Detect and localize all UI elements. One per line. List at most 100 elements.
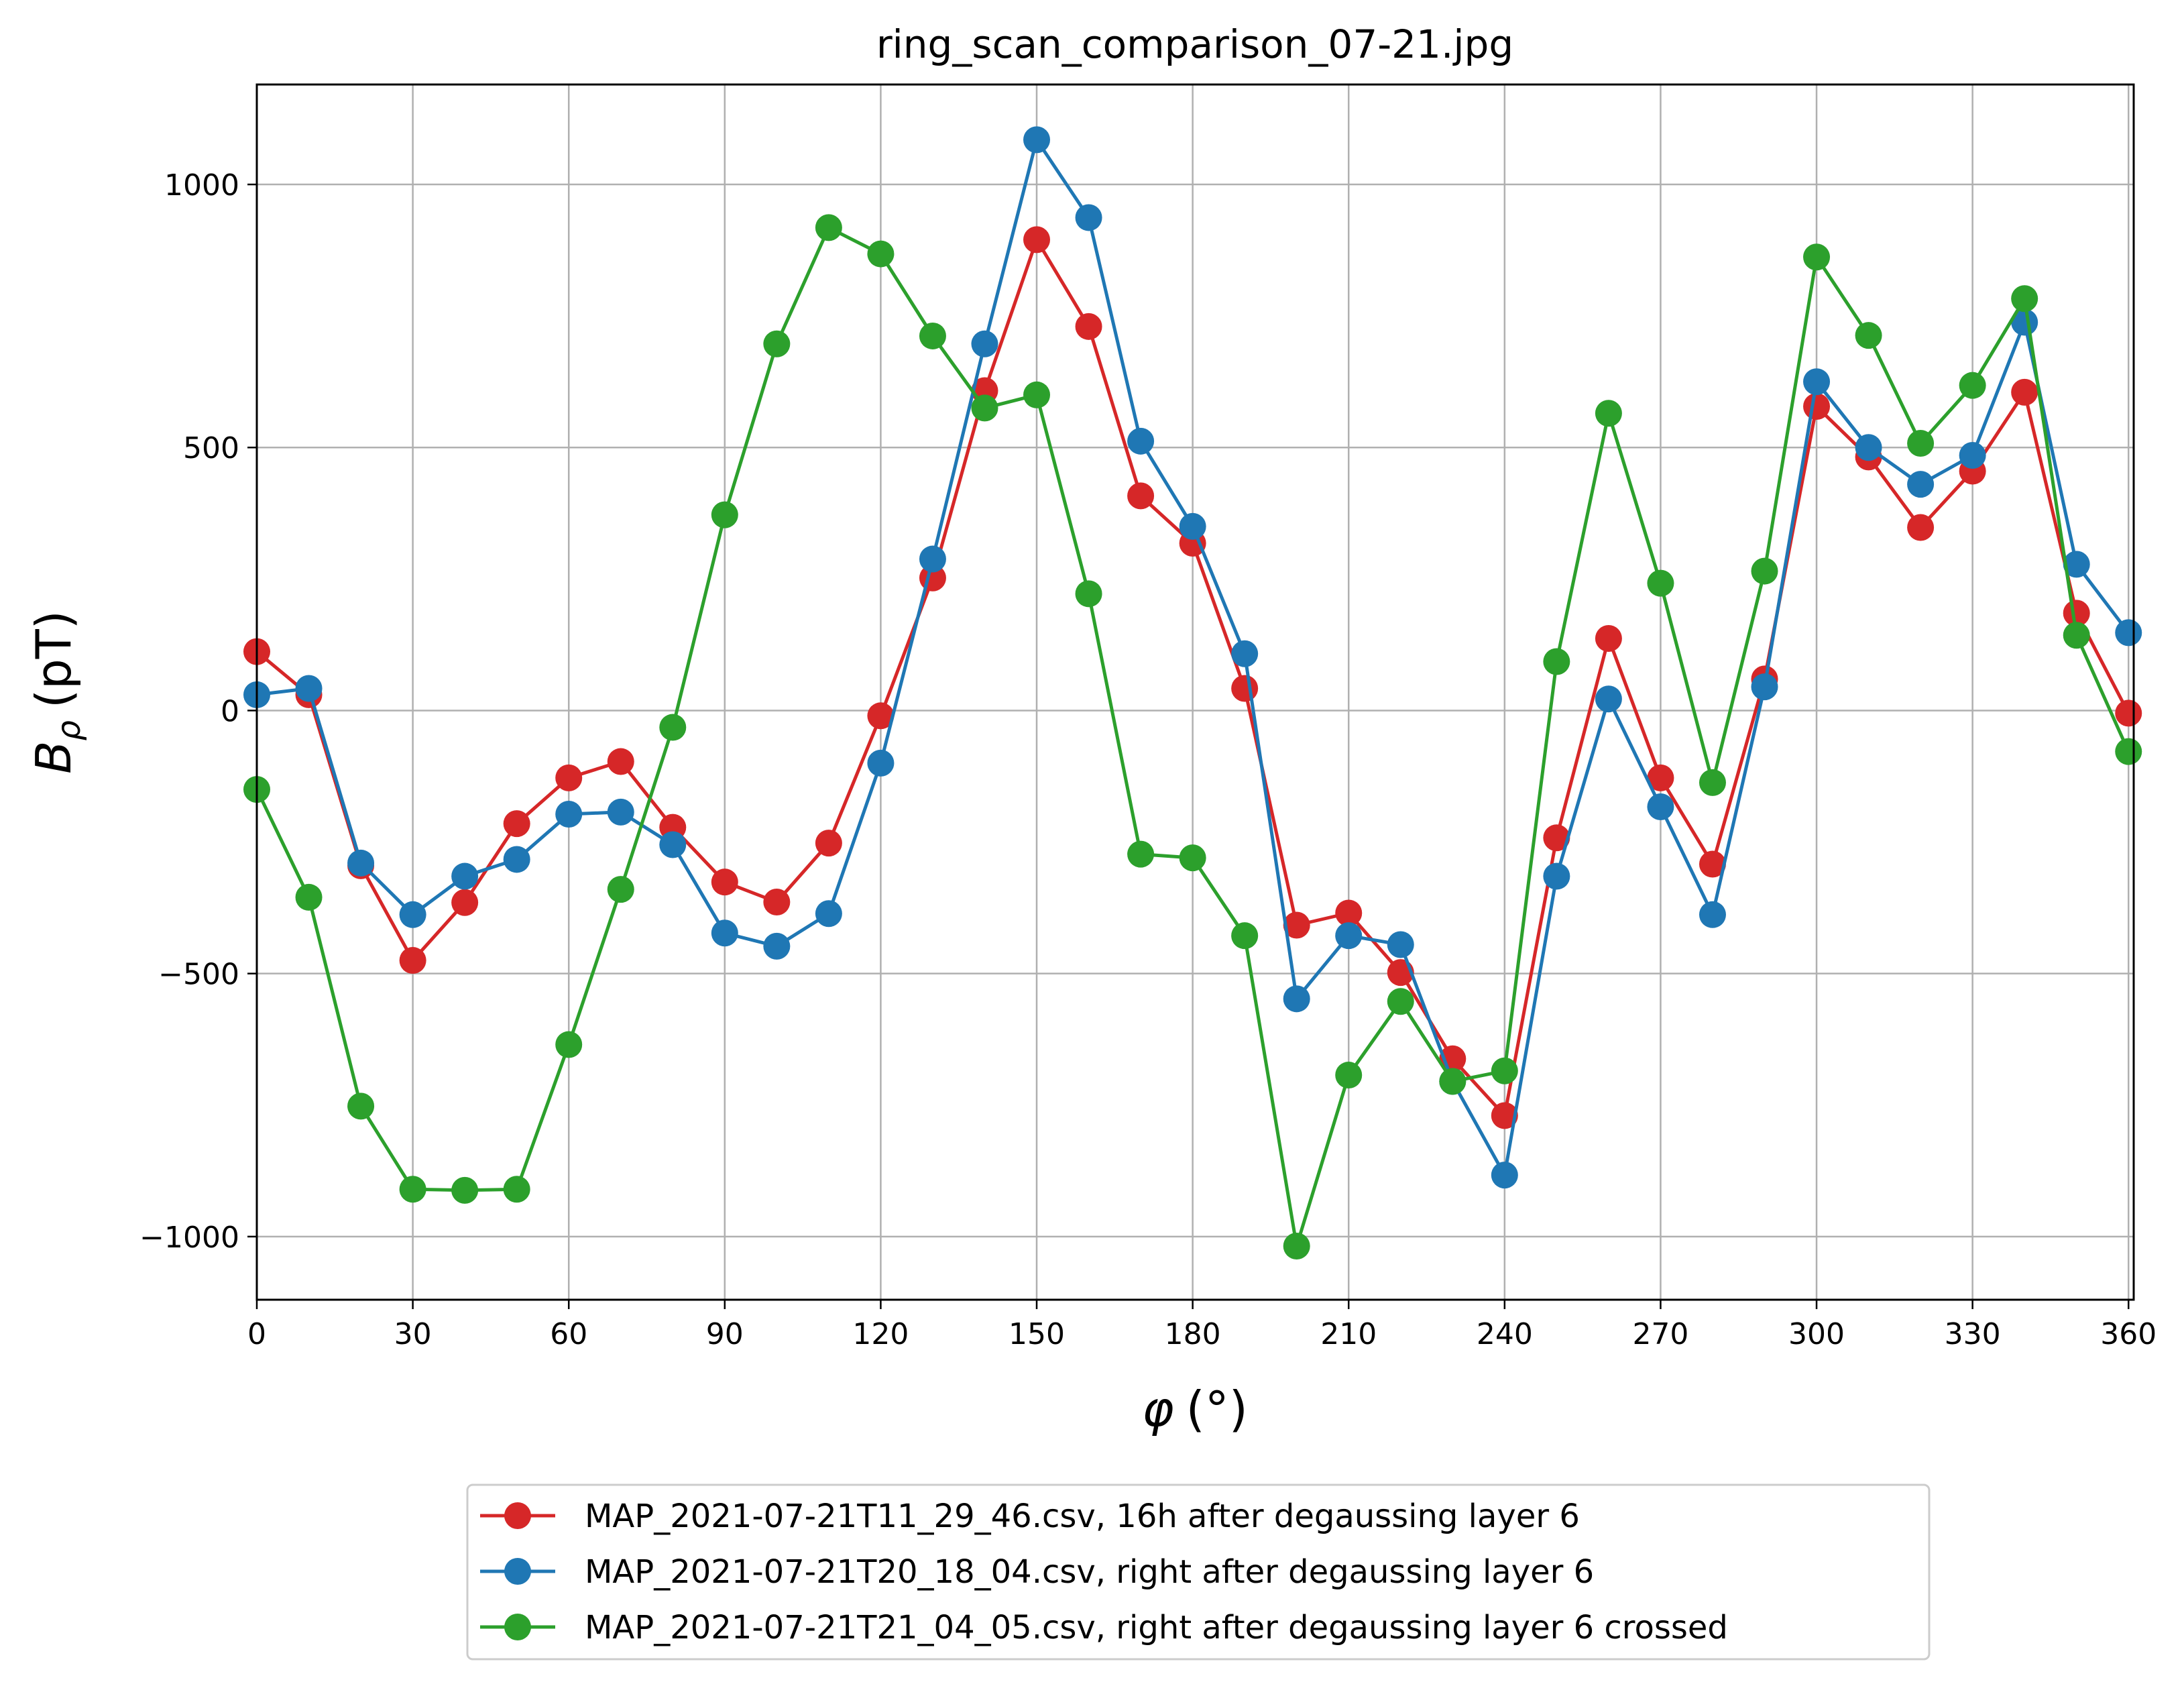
x-tick-label: 90 [706, 1317, 744, 1351]
legend-frame [466, 1483, 1931, 1661]
y-tick-label: 1000 [164, 168, 239, 203]
y-axis-ticks: −1000 −500 0 500 1000 [139, 168, 257, 1255]
y-axis-symbol: B [25, 740, 82, 773]
legend-marker-3 [504, 1614, 531, 1640]
series-2-point [1543, 862, 1570, 890]
y-axis-unit: (pT) [25, 610, 82, 708]
series-3-point [1647, 569, 1674, 597]
x-tick-label: 240 [1477, 1317, 1533, 1351]
series-1-point [1491, 1102, 1518, 1129]
legend-marker-2 [504, 1558, 531, 1585]
series-1-point [815, 830, 842, 857]
x-tick-label: 60 [550, 1317, 587, 1351]
series-2-point [1491, 1162, 1518, 1189]
series-1-point [1075, 313, 1102, 340]
series-3-point [1595, 400, 1622, 427]
y-tick-label: −500 [158, 958, 239, 992]
series-3-point [1283, 1232, 1310, 1259]
series-3-point [2063, 622, 2090, 649]
series-2-point [1075, 204, 1102, 231]
series-3-point [763, 330, 791, 357]
series-3-point [555, 1031, 583, 1058]
series-3-point [1543, 648, 1570, 675]
series-2-point [1231, 640, 1259, 667]
series-2-point [555, 800, 583, 828]
series-3-point [503, 1176, 530, 1203]
series-3-point [659, 714, 687, 741]
series-3-point [1335, 1062, 1363, 1089]
series-3-point [2011, 285, 2038, 313]
x-tick-label: 270 [1632, 1317, 1688, 1351]
series-3-point [451, 1176, 479, 1204]
x-tick-label: 210 [1320, 1317, 1377, 1351]
series-2-point [2063, 551, 2090, 578]
series-3-point [2115, 738, 2142, 765]
y-tick-label: 500 [183, 431, 239, 465]
series-1-point [1231, 675, 1259, 702]
x-tick-label: 360 [2100, 1317, 2157, 1351]
series-1-point [1803, 393, 1831, 420]
y-tick-label: −1000 [139, 1221, 239, 1255]
series-2-point [1335, 922, 1363, 950]
series-1-point [2063, 600, 2090, 627]
series-2-point [1387, 931, 1414, 958]
series-3-point [1751, 557, 1778, 585]
y-tick-label: 0 [221, 694, 239, 728]
series-2-point [1127, 427, 1155, 455]
series-3-point [1179, 844, 1206, 872]
x-tick-label: 330 [1945, 1317, 2001, 1351]
series-1-point [711, 868, 738, 896]
series-3-point [399, 1176, 426, 1203]
series-2-point [1647, 793, 1674, 821]
series-3-point [295, 883, 323, 911]
series-3-point [1023, 381, 1051, 408]
series-1-point [451, 889, 479, 916]
x-tick-label: 120 [852, 1317, 909, 1351]
series-2-point [815, 900, 842, 928]
series-1-point [2011, 378, 2038, 406]
x-tick-label: 150 [1009, 1317, 1065, 1351]
series-3-point [1231, 922, 1259, 950]
series-2-point [607, 798, 634, 826]
series-2-point [2011, 309, 2038, 336]
series-2-point [659, 831, 687, 858]
grid [255, 85, 2134, 1300]
series-1-point [1907, 514, 1935, 541]
x-axis-ticks: 0 30 60 90 120 150 180 210 240 270 300 330 360 [247, 1300, 2157, 1351]
x-axis-symbol: φ [1142, 1381, 1174, 1437]
legend-label-1: MAP_2021-07-21T11_29_46.csv, 16h after d… [585, 1498, 1580, 1535]
series-2-point [1855, 434, 1882, 461]
series-3-point [347, 1092, 375, 1120]
series-2-point [711, 919, 738, 947]
chart-title: ring_scan_comparison_07-21.jpg [876, 21, 1513, 67]
legend: MAP_2021-07-21T11_29_46.csv, 16h after d… [466, 1483, 1931, 1661]
series-3-point [1855, 322, 1882, 349]
series-1-point [2115, 699, 2142, 727]
series-1-point [1543, 824, 1570, 852]
series-2-point [1179, 512, 1206, 540]
legend-label-2: MAP_2021-07-21T20_18_04.csv, right after… [585, 1553, 1594, 1591]
series-2-point [867, 749, 895, 777]
series-2-point [1803, 368, 1831, 396]
x-axis-unit: (°) [1186, 1381, 1248, 1437]
series-1-point [867, 702, 895, 730]
series-3-point [867, 240, 895, 268]
series-1-point [503, 810, 530, 838]
series-2-point [1595, 685, 1622, 713]
series-2-point [1023, 126, 1051, 154]
series-1-point [607, 748, 634, 775]
series-3-point [1959, 372, 1986, 399]
series-3-point [971, 394, 998, 422]
series-2-point [1283, 985, 1310, 1013]
series-2-point [399, 901, 426, 928]
series-1-point [1335, 899, 1363, 927]
series-3-point [1907, 429, 1935, 457]
series-1-point [1127, 482, 1155, 510]
series-2-point [1959, 442, 1986, 469]
series-3-point [607, 876, 634, 903]
x-tick-label: 300 [1788, 1317, 1845, 1351]
series-3-point [1439, 1068, 1467, 1095]
series-3-point [1127, 840, 1155, 868]
y-axis-subscript: ρ [50, 720, 88, 740]
